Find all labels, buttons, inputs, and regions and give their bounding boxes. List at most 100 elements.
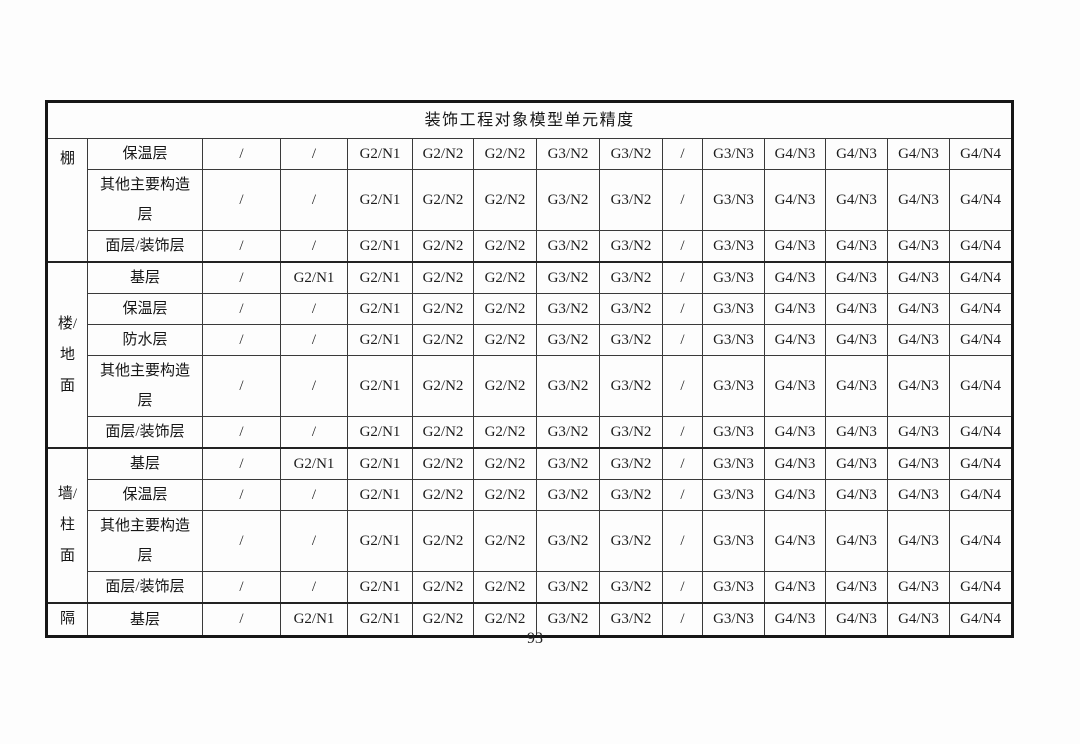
grid-cell: G2/N1 <box>280 261 348 294</box>
grid-cell: G3/N2 <box>599 138 663 170</box>
grid-cell: G2/N2 <box>473 261 537 294</box>
grid-cell: G3/N3 <box>702 261 765 294</box>
row-label: 保温层 <box>87 479 203 511</box>
grid-cell: G3/N2 <box>599 324 663 356</box>
grid-cell: G4/N3 <box>825 169 888 231</box>
grid-cell: G4/N3 <box>764 602 826 637</box>
grid-cell: / <box>280 230 348 263</box>
page-number: 93 <box>527 630 543 647</box>
grid-cell: G3/N2 <box>536 447 600 480</box>
grid-cell: G4/N3 <box>825 230 888 263</box>
grid-cell: G4/N3 <box>825 293 888 325</box>
grid-cell: / <box>202 324 281 356</box>
grid-cell: G2/N2 <box>412 293 474 325</box>
grid-cell: G2/N1 <box>280 447 348 480</box>
grid-cell: G3/N3 <box>702 355 765 417</box>
row-label: 其他主要构造层 <box>87 169 203 231</box>
grid-cell: G3/N2 <box>599 571 663 604</box>
grid-cell: G2/N2 <box>412 447 474 480</box>
grid-cell: G4/N3 <box>887 571 950 604</box>
grid-cell: G3/N2 <box>536 324 600 356</box>
table-title: 装饰工程对象模型单元精度 <box>45 101 1014 139</box>
grid-cell: G4/N3 <box>764 355 826 417</box>
table-row: 防水层 / / G2/N1 G2/N2 G2/N2 G3/N2 G3/N2/G3/N3 G4/N… <box>47 324 1014 356</box>
table-row: 面层/装饰层 / / G2/N1 G2/N2 G2/N2 G3/N2 G3/N2/G3/N3 G… <box>47 416 1014 449</box>
row-label: 面层/装饰层 <box>87 230 203 263</box>
grid-cell: / <box>280 169 348 231</box>
grid-cell: G3/N2 <box>599 416 663 449</box>
grid-cell: G3/N2 <box>536 602 600 637</box>
grid-cell: G4/N3 <box>887 416 950 449</box>
grid-cell: G3/N2 <box>599 479 663 511</box>
grid-cell: G2/N2 <box>412 324 474 356</box>
grid-cell: G4/N4 <box>948 293 1014 325</box>
grid-cell: G2/N2 <box>473 324 537 356</box>
grid-cell: G2/N2 <box>473 293 537 325</box>
grid-cell: G4/N3 <box>764 447 826 480</box>
grid-cell: G4/N3 <box>764 479 826 511</box>
grid-cell: / <box>662 261 703 294</box>
row-group-label: 棚 <box>46 138 88 263</box>
grid-cell: G4/N3 <box>825 355 888 417</box>
grid-cell: / <box>280 324 348 356</box>
grid-cell: G4/N3 <box>764 261 826 294</box>
grid-cell: G2/N2 <box>473 355 537 417</box>
grid-cell: G2/N2 <box>412 230 474 263</box>
grid-cell: G4/N3 <box>764 571 826 604</box>
table-row: 棚保温层 / / G2/N1 G2/N2 G2/N2 G3/N2 G3/N2/G3/N3 G4/… <box>46 138 1014 263</box>
grid-cell: G2/N2 <box>412 571 474 604</box>
grid-cell: G2/N1 <box>347 261 413 294</box>
grid-cell: G2/N2 <box>412 602 474 637</box>
grid-cell: G3/N2 <box>536 230 600 263</box>
table-row: 隔基层 / G2/N1 G2/N1 G2/N2 G2/N2 G3/N2 G3/N2/G3/N3… <box>46 602 1014 637</box>
row-label: 基层 <box>87 602 203 637</box>
grid-cell: G3/N2 <box>536 416 600 449</box>
grid-cell: / <box>280 293 348 325</box>
grid-cell: G4/N3 <box>887 261 950 294</box>
grid-cell: / <box>280 510 348 572</box>
grid-cell: G4/N3 <box>887 602 950 637</box>
grid-cell: G2/N1 <box>347 479 413 511</box>
grid-cell: G2/N1 <box>347 447 413 480</box>
grid-cell: G3/N3 <box>702 479 765 511</box>
grid-cell: / <box>202 416 281 449</box>
grid-cell: G2/N2 <box>473 230 537 263</box>
grid-cell: G4/N3 <box>764 138 826 170</box>
grid-cell: G4/N3 <box>887 230 950 263</box>
row-label: 其他主要构造层 <box>87 510 203 572</box>
table-row: 楼/地面基层 / G2/N1 G2/N1 G2/N2 G2/N2 G3/N2 G3/N2/G3… <box>46 261 1014 449</box>
grid-cell: G4/N4 <box>948 447 1014 480</box>
grid-cell: G3/N3 <box>702 324 765 356</box>
grid-cell: G3/N2 <box>536 169 600 231</box>
table-row: 其他主要构造层 / / G2/N1 G2/N2 G2/N2 G3/N2 G3/N2/G3/N3… <box>47 355 1014 417</box>
row-group-label: 隔 <box>46 602 88 637</box>
grid-cell: G4/N3 <box>825 479 888 511</box>
grid-cell: G4/N3 <box>764 230 826 263</box>
grid-cell: G4/N3 <box>825 138 888 170</box>
row-label: 面层/装饰层 <box>87 416 203 449</box>
grid-cell: G2/N1 <box>347 169 413 231</box>
grid-cell: G4/N3 <box>887 447 950 480</box>
grid-cell: G4/N4 <box>948 479 1014 511</box>
grid-cell: / <box>662 571 703 604</box>
grid-cell: G4/N3 <box>887 324 950 356</box>
grid-cell: G4/N4 <box>948 510 1014 572</box>
grid-cell: G4/N4 <box>948 138 1014 170</box>
grid-cell: G3/N2 <box>599 510 663 572</box>
grid-cell: / <box>202 510 281 572</box>
table-row: 面层/装饰层 / / G2/N1 G2/N2 G2/N2 G3/N2 G3/N2/G3/N3 G… <box>47 230 1014 263</box>
grid-cell: G3/N2 <box>536 261 600 294</box>
grid-cell: G2/N2 <box>473 479 537 511</box>
grid-cell: G2/N2 <box>412 355 474 417</box>
grid-cell: G2/N2 <box>473 510 537 572</box>
grid-cell: G3/N3 <box>702 138 765 170</box>
table-row: 保温层 / / G2/N1 G2/N2 G2/N2 G3/N2 G3/N2/G3/N3 G4/N… <box>47 479 1014 511</box>
grid-cell: G4/N3 <box>887 355 950 417</box>
grid-cell: G4/N3 <box>825 447 888 480</box>
grid-cell: G4/N3 <box>825 324 888 356</box>
grid-cell: G3/N2 <box>599 261 663 294</box>
grid-cell: G4/N3 <box>825 510 888 572</box>
grid-cell: G4/N4 <box>948 602 1014 637</box>
grid-cell: / <box>662 602 703 637</box>
grid-cell: / <box>202 479 281 511</box>
